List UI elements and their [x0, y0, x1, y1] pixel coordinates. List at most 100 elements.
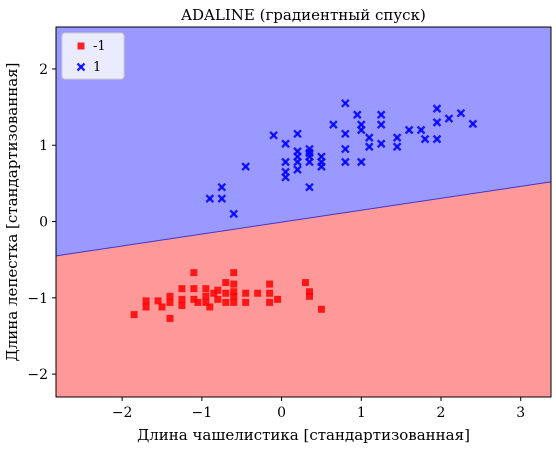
- data-point-1: [392, 142, 402, 152]
- x-tick-label: 2: [437, 405, 446, 421]
- data-point-1: [340, 144, 350, 154]
- data-point-1: [444, 114, 454, 123]
- data-point-1: [364, 142, 374, 152]
- legend-square-icon: [77, 42, 85, 50]
- data-point-neg1: [242, 298, 250, 306]
- data-point-neg1: [190, 269, 198, 277]
- y-tick-label: −2: [27, 367, 48, 383]
- decision-boundary: [56, 181, 551, 257]
- data-point-1: [432, 118, 442, 127]
- class-neg1-region: [56, 181, 551, 397]
- data-point-1: [376, 110, 386, 120]
- data-point-neg1: [206, 303, 214, 311]
- data-point-neg1: [190, 285, 198, 293]
- series-1-markers: [205, 98, 478, 219]
- data-point-neg1: [142, 303, 150, 311]
- data-point-neg1: [317, 305, 325, 313]
- data-point-1: [205, 194, 215, 203]
- data-point-1: [229, 209, 239, 219]
- data-point-neg1: [202, 298, 210, 306]
- y-tick-label: 1: [39, 138, 48, 154]
- data-point-neg1: [230, 280, 238, 288]
- data-point-1: [340, 98, 350, 108]
- data-point-1: [305, 182, 314, 192]
- data-point-1: [281, 157, 290, 167]
- data-point-1: [293, 165, 302, 175]
- data-point-1: [432, 134, 442, 144]
- series-neg1-markers: [130, 269, 325, 322]
- x-tick-label: −2: [112, 405, 133, 421]
- data-point-neg1: [305, 288, 313, 296]
- data-point-neg1: [301, 279, 309, 287]
- data-point-neg1: [230, 298, 238, 306]
- x-axis-title: Длина чашелистика [стандартизованная]: [137, 426, 470, 444]
- data-point-neg1: [190, 295, 198, 303]
- data-point-1: [352, 110, 362, 120]
- data-point-1: [404, 125, 414, 135]
- data-point-neg1: [166, 298, 174, 306]
- data-point-neg1: [242, 289, 250, 297]
- y-tick-label: −1: [27, 291, 48, 307]
- data-point-1: [356, 157, 366, 167]
- y-tick-label: 2: [39, 62, 48, 78]
- data-point-1: [217, 194, 227, 203]
- y-axis-title: Длина лепестка [стандартизованная]: [3, 63, 21, 362]
- legend-label-1: 1: [93, 60, 101, 75]
- x-tick-label: 3: [516, 405, 525, 421]
- data-point-neg1: [166, 292, 174, 300]
- data-point-neg1: [154, 297, 162, 305]
- data-point-neg1: [222, 298, 230, 306]
- data-point-neg1: [266, 289, 274, 297]
- data-point-1: [305, 157, 314, 167]
- data-point-1: [281, 139, 290, 149]
- data-point-1: [432, 104, 442, 113]
- data-point-neg1: [178, 301, 186, 309]
- data-point-neg1: [166, 314, 174, 322]
- data-point-1: [468, 119, 478, 129]
- data-point-neg1: [142, 297, 150, 305]
- data-point-neg1: [230, 288, 238, 296]
- data-point-1: [241, 162, 251, 171]
- data-point-1: [392, 133, 402, 142]
- data-point-1: [364, 133, 374, 142]
- data-point-1: [293, 157, 302, 167]
- data-point-1: [269, 130, 278, 140]
- legend-label-neg1: -1: [93, 39, 106, 54]
- data-point-1: [340, 129, 350, 139]
- data-point-neg1: [158, 303, 166, 311]
- class-1-region: [56, 27, 551, 256]
- data-point-neg1: [210, 289, 218, 297]
- data-point-1: [217, 182, 227, 192]
- data-point-1: [281, 172, 290, 182]
- legend-x-icon: [76, 62, 86, 72]
- y-tick-label: 0: [39, 215, 48, 231]
- data-point-neg1: [230, 269, 238, 277]
- data-point-neg1: [222, 279, 230, 287]
- data-point-1: [317, 162, 326, 171]
- data-point-neg1: [194, 298, 202, 306]
- data-point-1: [356, 125, 366, 135]
- data-point-neg1: [266, 280, 274, 288]
- data-point-neg1: [222, 289, 230, 297]
- data-point-neg1: [266, 298, 274, 306]
- data-point-neg1: [230, 292, 238, 300]
- data-point-neg1: [202, 285, 210, 293]
- plot-frame: [55, 26, 552, 398]
- plot-area: [56, 27, 551, 397]
- x-tick-label: 1: [357, 405, 366, 421]
- data-point-neg1: [305, 292, 313, 300]
- data-point-neg1: [254, 289, 262, 297]
- y-axis: −2 −1 0 1 2: [27, 62, 56, 383]
- legend-marker-neg1: [77, 42, 85, 50]
- data-point-neg1: [130, 311, 138, 319]
- x-tick-label: 0: [277, 405, 286, 421]
- data-point-1: [329, 120, 338, 129]
- chart-title: ADALINE (градиентный спуск): [180, 6, 426, 24]
- data-point-neg1: [274, 295, 282, 303]
- data-point-1: [340, 157, 350, 167]
- data-point-1: [376, 120, 386, 129]
- data-point-neg1: [178, 295, 186, 303]
- data-point-1: [293, 129, 302, 139]
- data-point-neg1: [214, 295, 222, 303]
